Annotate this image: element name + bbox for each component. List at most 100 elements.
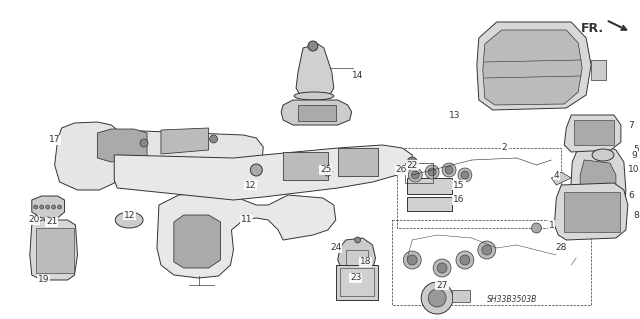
- Polygon shape: [338, 238, 376, 278]
- Polygon shape: [483, 30, 582, 105]
- Text: 8: 8: [633, 211, 639, 219]
- Text: FR.: FR.: [581, 21, 604, 34]
- Circle shape: [355, 237, 360, 243]
- Circle shape: [210, 135, 218, 143]
- Circle shape: [408, 168, 422, 182]
- Text: 16: 16: [453, 196, 465, 204]
- Circle shape: [324, 168, 332, 176]
- Circle shape: [308, 41, 318, 51]
- Polygon shape: [296, 44, 334, 98]
- Polygon shape: [477, 22, 591, 110]
- Polygon shape: [580, 160, 616, 225]
- Polygon shape: [54, 122, 263, 190]
- Text: 28: 28: [556, 243, 567, 253]
- Bar: [407, 197, 452, 211]
- Bar: [298, 105, 336, 121]
- Polygon shape: [570, 145, 626, 232]
- Bar: [452, 290, 470, 302]
- Text: 23: 23: [350, 273, 362, 283]
- Circle shape: [442, 163, 456, 177]
- Polygon shape: [161, 128, 209, 154]
- Circle shape: [407, 157, 417, 167]
- Circle shape: [433, 259, 451, 277]
- Text: 20: 20: [28, 216, 40, 225]
- Circle shape: [250, 164, 262, 176]
- Ellipse shape: [294, 92, 334, 100]
- Circle shape: [365, 293, 371, 299]
- Bar: [407, 178, 452, 194]
- Circle shape: [52, 205, 56, 209]
- Circle shape: [458, 168, 472, 182]
- Polygon shape: [32, 196, 65, 218]
- Bar: [574, 120, 614, 145]
- Bar: [405, 163, 433, 183]
- Text: 2: 2: [502, 144, 508, 152]
- Circle shape: [407, 255, 417, 265]
- Text: 14: 14: [352, 70, 364, 79]
- Polygon shape: [564, 115, 621, 152]
- Polygon shape: [115, 145, 412, 200]
- Text: 9: 9: [631, 151, 637, 160]
- Circle shape: [45, 217, 51, 223]
- Circle shape: [40, 205, 44, 209]
- Circle shape: [437, 263, 447, 273]
- Circle shape: [482, 245, 492, 255]
- Text: 11: 11: [241, 216, 252, 225]
- Polygon shape: [551, 172, 572, 185]
- Text: 1: 1: [548, 220, 554, 229]
- Polygon shape: [174, 215, 221, 268]
- Bar: [591, 60, 606, 80]
- Circle shape: [456, 251, 474, 269]
- Text: 24: 24: [330, 243, 341, 253]
- Ellipse shape: [592, 149, 614, 161]
- Circle shape: [460, 255, 470, 265]
- Circle shape: [45, 205, 50, 209]
- Text: 12: 12: [244, 181, 256, 189]
- Circle shape: [412, 171, 419, 179]
- Circle shape: [403, 251, 421, 269]
- Text: 6: 6: [628, 190, 634, 199]
- Circle shape: [428, 168, 436, 176]
- Bar: [340, 268, 374, 296]
- Bar: [397, 148, 561, 228]
- Circle shape: [445, 166, 453, 174]
- Circle shape: [478, 241, 496, 259]
- Text: 13: 13: [449, 110, 461, 120]
- Polygon shape: [97, 129, 147, 162]
- Polygon shape: [554, 183, 628, 240]
- Circle shape: [421, 282, 453, 314]
- Text: 26: 26: [396, 166, 407, 174]
- Text: 17: 17: [49, 136, 60, 145]
- Text: 4: 4: [554, 170, 559, 180]
- Circle shape: [425, 165, 439, 179]
- Text: 12: 12: [124, 211, 135, 219]
- Bar: [346, 250, 367, 270]
- Bar: [36, 228, 74, 273]
- Text: 21: 21: [46, 218, 58, 226]
- Polygon shape: [30, 220, 77, 280]
- Text: 27: 27: [436, 280, 448, 290]
- Circle shape: [428, 289, 446, 307]
- Circle shape: [34, 205, 38, 209]
- Bar: [338, 148, 378, 176]
- Text: 22: 22: [406, 160, 418, 169]
- Bar: [564, 192, 620, 232]
- Circle shape: [531, 223, 541, 233]
- Text: 7: 7: [628, 121, 634, 130]
- Text: 10: 10: [628, 166, 639, 174]
- Bar: [336, 265, 378, 300]
- Bar: [392, 220, 591, 305]
- Bar: [283, 152, 328, 180]
- Text: 5: 5: [633, 145, 639, 154]
- Text: 18: 18: [360, 257, 371, 266]
- Polygon shape: [157, 193, 336, 278]
- Ellipse shape: [115, 212, 143, 228]
- Text: 25: 25: [320, 166, 332, 174]
- Text: SH33B3503B: SH33B3503B: [487, 295, 537, 305]
- Text: 15: 15: [453, 181, 465, 189]
- Circle shape: [58, 205, 61, 209]
- Polygon shape: [281, 100, 351, 125]
- Circle shape: [461, 171, 469, 179]
- Text: 19: 19: [38, 276, 49, 285]
- Circle shape: [140, 139, 148, 147]
